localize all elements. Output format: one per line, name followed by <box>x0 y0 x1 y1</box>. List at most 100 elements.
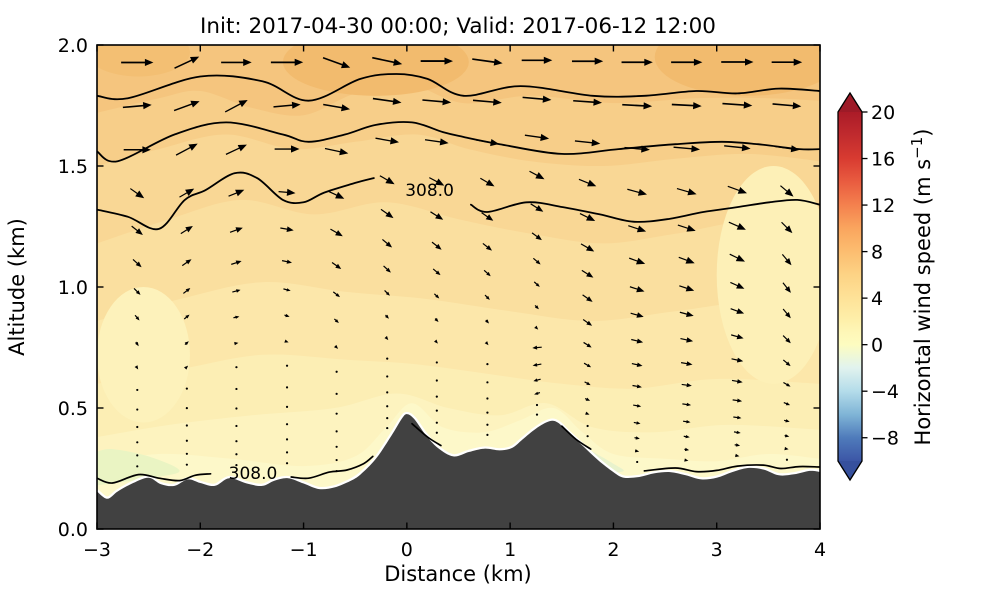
theta-contour-line <box>470 198 820 223</box>
wind-arrow-head <box>142 102 152 110</box>
wind-arrow-head <box>792 102 802 110</box>
wind-arrow-head <box>736 308 745 314</box>
wind-arrow-head <box>593 98 602 106</box>
wind-arrow-head <box>636 362 643 367</box>
wind-arrow-shaft <box>225 146 242 155</box>
wind-arrow-head <box>636 286 645 293</box>
wind-arrow-head <box>234 341 239 346</box>
wind-arrow-head <box>586 214 596 221</box>
wind-arrow-head <box>235 315 240 319</box>
theta-contour-fragment <box>290 455 374 480</box>
wind-arrow-head <box>484 341 489 346</box>
wind-arrow-head <box>286 188 296 196</box>
wind-arrow-head <box>686 420 691 424</box>
wind-arrow-shaft <box>573 99 596 104</box>
wind-arrow-dot <box>185 452 188 455</box>
wind-arrow-head <box>144 58 154 66</box>
wind-arrow-head <box>286 259 292 264</box>
wind-arrow-dot <box>136 454 139 457</box>
wind-arrow-shaft <box>628 225 641 231</box>
wind-arrow-head <box>636 312 644 318</box>
wind-arrow-head <box>685 285 695 292</box>
wind-arrow-head <box>736 223 746 230</box>
wind-arrow-head <box>535 172 545 180</box>
wind-arrow-dot <box>185 387 188 390</box>
wind-arrow-head <box>238 100 248 108</box>
wind-arrow-head <box>543 56 553 64</box>
wind-arrow-head <box>184 365 189 370</box>
wind-arrow-head <box>135 228 143 235</box>
wind-arrow-dot <box>285 462 289 465</box>
wind-arrow-dot <box>285 438 289 441</box>
wind-arrow-head <box>693 102 702 110</box>
wind-arrow-head <box>737 415 742 420</box>
wind-arrow-shaft <box>627 188 641 194</box>
wind-arrow-shaft <box>722 102 746 107</box>
colorbar-tick-label: −4 <box>871 381 899 403</box>
wind-arrow-head <box>485 295 490 300</box>
wind-arrow-head <box>736 430 741 434</box>
wind-arrow-shaft <box>173 102 194 112</box>
wind-arrow-head <box>635 436 640 440</box>
wind-arrow-head <box>532 363 538 367</box>
axes-frame-and-ticks: −3 −2 −1 0 1 2 3 4 0.0 0.5 1.0 1.5 2.0 <box>58 35 826 561</box>
wind-arrow-dot <box>386 417 389 420</box>
wind-arrow-head <box>785 361 791 367</box>
wind-arrow-head <box>685 256 695 264</box>
wind-arrow-head <box>190 56 200 64</box>
wind-arrow-head <box>535 283 540 287</box>
wind-arrow-head <box>684 447 690 452</box>
wind-arrow-head <box>439 138 449 146</box>
wind-arrow-head <box>237 144 247 152</box>
green-patch <box>557 424 624 473</box>
wind-arrow-dot <box>486 433 489 436</box>
wind-arrow-head <box>586 343 592 348</box>
wind-arrow-head <box>341 104 350 112</box>
wind-arrow-head <box>786 383 791 387</box>
wind-arrow-head <box>235 260 242 265</box>
x-tick-label: −3 <box>83 539 111 561</box>
wind-arrow-head <box>190 100 200 108</box>
colorbar-label: Horizontal wind speed (m s−1) <box>908 129 935 446</box>
wind-arrow-dot <box>136 408 139 411</box>
wind-arrow-head <box>594 57 604 65</box>
wind-arrow-head <box>535 259 541 265</box>
wind-arrow-head <box>745 58 754 66</box>
wind-arrow-shaft <box>323 103 344 109</box>
wind-arrow-shaft <box>522 96 545 101</box>
wind-arrow-head <box>735 254 745 262</box>
wind-arrow-head <box>184 341 189 346</box>
wind-arrow-dot <box>435 431 438 434</box>
wind-arrow-head <box>385 314 389 319</box>
wind-arrow-dot <box>435 395 438 398</box>
wind-arrow-head <box>785 337 791 344</box>
potential-temperature-contours <box>97 73 820 231</box>
wind-arrow-dot <box>486 397 489 400</box>
wind-arrow-dot <box>386 426 389 430</box>
wind-arrow-head <box>493 58 503 66</box>
wind-arrow-head <box>636 421 641 425</box>
colorbar-tick-label: 20 <box>871 102 895 124</box>
fill-blob <box>97 287 190 423</box>
wind-arrow-dot <box>386 357 389 360</box>
wind-arrow-dot <box>785 458 789 461</box>
wind-arrow-dot <box>535 403 539 407</box>
wind-arrow-head <box>284 339 289 343</box>
wind-arrow-dot <box>335 370 338 373</box>
wind-arrow-head <box>534 391 539 395</box>
wind-vector-field <box>121 56 803 473</box>
wind-arrow-head <box>384 335 389 341</box>
wind-arrow-shaft <box>372 97 396 103</box>
wind-arrow-head <box>285 313 290 318</box>
wind-arrow-head <box>434 339 438 344</box>
wind-arrow-head <box>685 435 690 439</box>
wind-arrow-shaft <box>322 56 345 67</box>
y-tick-label: 0.0 <box>58 519 88 541</box>
wind-arrow-head <box>643 102 653 110</box>
wind-arrow-shaft <box>422 99 445 103</box>
contour-label: 308.0 <box>405 181 454 201</box>
wind-arrow-head <box>291 101 301 109</box>
wind-arrow-head <box>291 145 300 153</box>
